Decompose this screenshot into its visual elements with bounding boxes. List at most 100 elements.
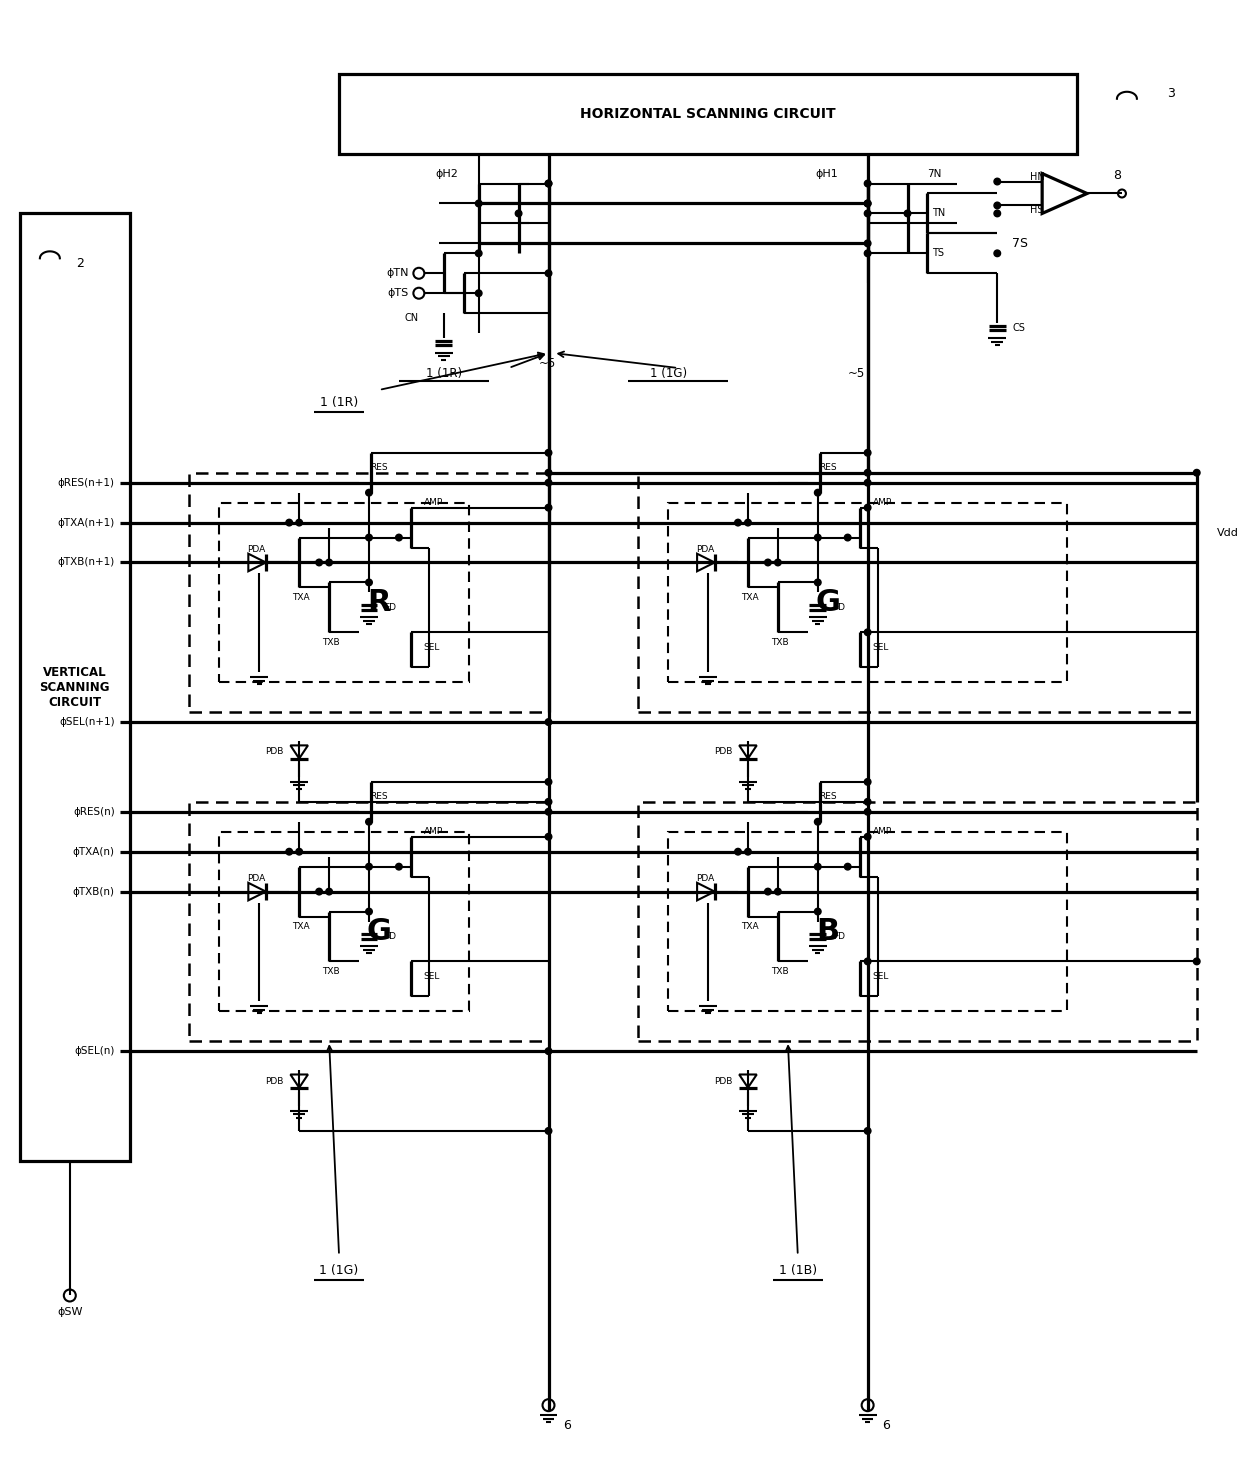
Text: AMP: AMP	[873, 827, 892, 836]
Circle shape	[296, 519, 303, 526]
Text: 1 (1G): 1 (1G)	[650, 366, 687, 379]
Text: PDA: PDA	[696, 874, 714, 883]
Circle shape	[546, 449, 552, 456]
Circle shape	[994, 202, 1001, 209]
Circle shape	[864, 470, 870, 476]
Circle shape	[864, 504, 870, 511]
Circle shape	[994, 178, 1001, 185]
Circle shape	[815, 489, 821, 496]
Circle shape	[904, 210, 911, 216]
Text: SEL: SEL	[424, 643, 440, 652]
Text: VERTICAL
SCANNING
CIRCUIT: VERTICAL SCANNING CIRCUIT	[40, 665, 110, 708]
Text: PDA: PDA	[247, 874, 265, 883]
Text: ϕTN: ϕTN	[387, 268, 409, 279]
Circle shape	[864, 250, 870, 256]
Text: TXB: TXB	[322, 966, 340, 975]
Circle shape	[546, 479, 552, 486]
Circle shape	[994, 250, 1001, 256]
Circle shape	[864, 957, 870, 965]
Circle shape	[775, 559, 781, 566]
Circle shape	[864, 240, 870, 246]
Circle shape	[326, 559, 332, 566]
Bar	[668, 831, 1068, 1011]
Circle shape	[734, 848, 742, 855]
Circle shape	[994, 210, 1001, 216]
Circle shape	[546, 809, 552, 815]
Text: ϕRES(n): ϕRES(n)	[73, 806, 114, 817]
Circle shape	[546, 470, 552, 476]
Text: PDB: PDB	[265, 747, 284, 756]
Text: 2: 2	[76, 256, 84, 270]
Circle shape	[864, 628, 870, 636]
Text: ϕTXA(n): ϕTXA(n)	[73, 846, 114, 857]
Text: 1 (1R): 1 (1R)	[320, 396, 358, 409]
Text: RES: RES	[371, 464, 388, 473]
Circle shape	[546, 1048, 552, 1055]
Text: PDB: PDB	[714, 1076, 733, 1086]
Text: G: G	[815, 588, 841, 617]
Circle shape	[546, 778, 552, 785]
Text: HS: HS	[1030, 206, 1044, 215]
Circle shape	[286, 519, 293, 526]
Text: SEL: SEL	[424, 972, 440, 981]
Circle shape	[546, 719, 552, 725]
Circle shape	[396, 535, 402, 541]
Text: RES: RES	[818, 464, 837, 473]
Circle shape	[546, 833, 552, 840]
Text: TXB: TXB	[322, 637, 340, 646]
Text: HORIZONTAL SCANNING CIRCUIT: HORIZONTAL SCANNING CIRCUIT	[580, 107, 836, 120]
Text: 1 (1B): 1 (1B)	[779, 1264, 817, 1277]
Circle shape	[516, 210, 522, 216]
Text: PDA: PDA	[696, 545, 714, 554]
Circle shape	[475, 200, 482, 207]
Bar	[219, 502, 469, 682]
Text: 6: 6	[883, 1418, 890, 1432]
Text: ϕH2: ϕH2	[436, 169, 459, 178]
Bar	[639, 473, 1197, 711]
Text: 7S: 7S	[1012, 237, 1028, 250]
Text: B: B	[816, 917, 839, 946]
Circle shape	[366, 818, 372, 825]
Bar	[219, 831, 469, 1011]
Text: AMP: AMP	[424, 827, 443, 836]
Bar	[20, 213, 130, 1160]
Circle shape	[815, 535, 821, 541]
Circle shape	[844, 864, 851, 870]
Text: ϕSW: ϕSW	[57, 1307, 83, 1317]
Circle shape	[316, 559, 322, 566]
Circle shape	[864, 799, 870, 805]
Circle shape	[396, 864, 402, 870]
Circle shape	[546, 504, 552, 511]
Circle shape	[864, 1128, 870, 1134]
Circle shape	[546, 1128, 552, 1134]
Circle shape	[546, 270, 552, 277]
Circle shape	[815, 818, 821, 825]
Text: ϕTXB(n): ϕTXB(n)	[73, 886, 114, 897]
Circle shape	[366, 908, 372, 914]
Text: RES: RES	[818, 793, 837, 802]
Circle shape	[864, 200, 870, 207]
Text: HN: HN	[1029, 172, 1044, 181]
Text: TXA: TXA	[293, 593, 310, 602]
Text: PDB: PDB	[714, 747, 733, 756]
Circle shape	[765, 888, 771, 895]
Text: TS: TS	[932, 249, 945, 258]
Circle shape	[745, 519, 751, 526]
Circle shape	[864, 449, 870, 456]
Circle shape	[316, 888, 322, 895]
Text: FD: FD	[833, 603, 844, 612]
Text: 6: 6	[563, 1418, 572, 1432]
Circle shape	[775, 888, 781, 895]
Circle shape	[286, 848, 293, 855]
Text: CS: CS	[1012, 323, 1025, 333]
Text: 1 (1R): 1 (1R)	[425, 366, 461, 379]
Circle shape	[864, 181, 870, 187]
Text: AMP: AMP	[873, 498, 892, 507]
Text: Vdd: Vdd	[1216, 528, 1239, 538]
Text: 7N: 7N	[928, 169, 942, 178]
Circle shape	[734, 519, 742, 526]
Circle shape	[366, 535, 372, 541]
Text: ϕTXB(n+1): ϕTXB(n+1)	[57, 557, 114, 568]
Text: ϕSEL(n): ϕSEL(n)	[74, 1046, 114, 1057]
Circle shape	[864, 809, 870, 815]
